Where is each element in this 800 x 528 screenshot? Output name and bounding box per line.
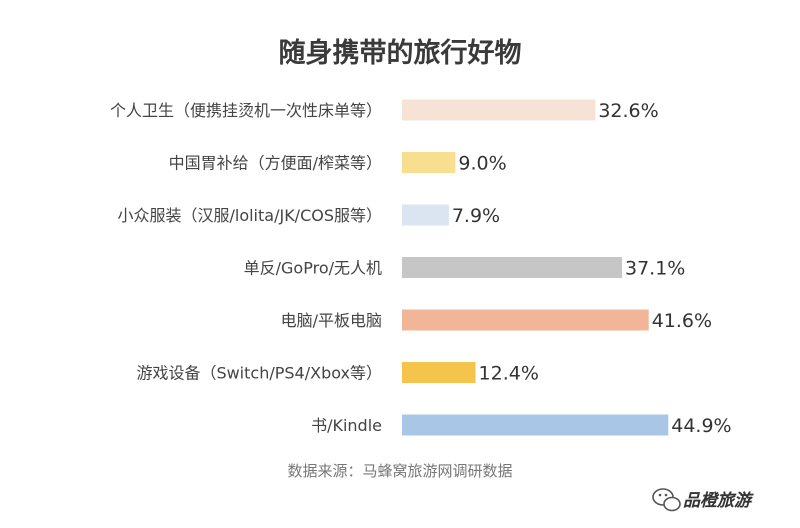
value-label: 32.6%	[598, 100, 658, 122]
bar	[402, 362, 476, 383]
value-label: 9.0%	[458, 153, 506, 175]
category-label: 单反/GoPro/无人机	[244, 259, 382, 278]
bar	[402, 152, 456, 173]
category-label: 小众服装（汉服/lolita/JK/COS服等）	[117, 206, 382, 225]
bars-group: 个人卫生（便携挂烫机一次性床单等） 32.6% 中国胃补给（方便面/榨菜等） 9.0%…	[110, 99, 732, 437]
category-label: 电脑/平板电脑	[281, 311, 382, 330]
bar	[402, 414, 669, 436]
bar	[402, 257, 623, 278]
value-label: 41.6%	[652, 310, 712, 332]
category-label: 中国胃补给（方便面/榨菜等）	[169, 154, 382, 173]
value-label: 12.4%	[479, 363, 539, 385]
bar	[402, 309, 649, 331]
bar	[402, 99, 596, 121]
value-label: 7.9%	[452, 205, 500, 227]
watermark: 品橙旅游	[652, 488, 754, 512]
value-label: 44.9%	[671, 415, 731, 437]
category-label: 书/Kindle	[311, 416, 382, 435]
category-label: 个人卫生（便携挂烫机一次性床单等）	[110, 101, 382, 120]
source-note: 数据来源：马蜂窝旅游网调研数据	[287, 462, 512, 480]
category-label: 游戏设备（Switch/PS4/Xbox等）	[136, 364, 382, 383]
watermark-text: 品橙旅游	[683, 491, 754, 511]
wechat-icon	[652, 488, 681, 512]
bar	[402, 204, 449, 226]
chart-title: 随身携带的旅行好物	[279, 37, 522, 69]
value-label: 37.1%	[625, 258, 685, 280]
